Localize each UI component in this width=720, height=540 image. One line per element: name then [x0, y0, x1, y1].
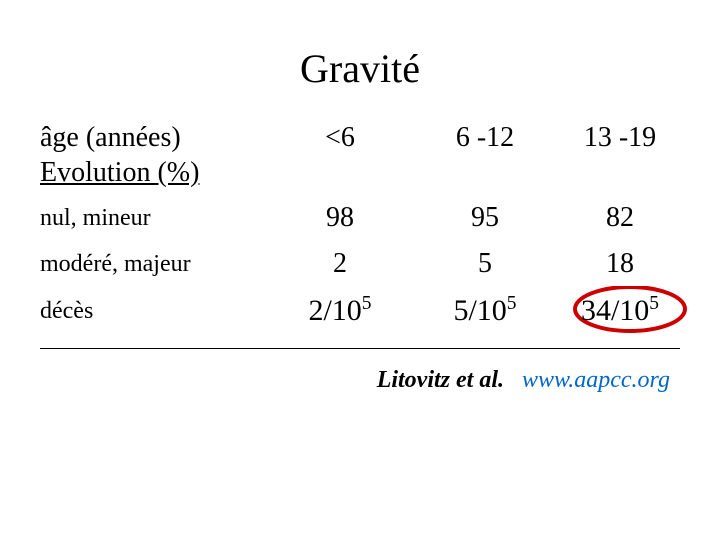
header-rule — [40, 174, 680, 177]
header-evolution-line: Evolution (%) — [40, 157, 199, 188]
header-left: âge (années) Evolution (%) — [40, 120, 270, 190]
row-0-label: nul, mineur — [40, 191, 270, 236]
bottom-rule — [40, 348, 680, 349]
row-0-col-2: 82 — [560, 190, 680, 236]
row-2-col-2: 34/105 — [560, 282, 680, 330]
row-1-label: modéré, majeur — [40, 237, 270, 282]
citation-author: Litovitz et al. — [377, 367, 504, 393]
data-table: âge (années) Evolution (%) <6 6 -12 13 -… — [40, 120, 680, 349]
header-col-0: <6 — [270, 120, 410, 154]
row-1-col-1: 5 — [410, 236, 560, 282]
slide: Gravité âge (années) Evolution (%) <6 6 … — [0, 0, 720, 540]
row-1-col-2: 18 — [560, 236, 680, 282]
row-0-col-1: 95 — [410, 190, 560, 236]
row-1-col-0: 2 — [270, 236, 410, 282]
row-2-col-0: 2/105 — [270, 282, 410, 330]
citation-url: www.aapcc.org — [522, 367, 670, 393]
header-col-2: 13 -19 — [560, 120, 680, 154]
row-2-col-1: 5/105 — [410, 282, 560, 330]
row-2-label: décès — [40, 284, 270, 329]
header-age-line: âge (années) — [40, 122, 181, 153]
header-col-1: 6 -12 — [410, 120, 560, 154]
citation: Litovitz et al. www.aapcc.org — [40, 367, 680, 394]
slide-title: Gravité — [40, 45, 680, 92]
row-0-col-0: 98 — [270, 190, 410, 236]
